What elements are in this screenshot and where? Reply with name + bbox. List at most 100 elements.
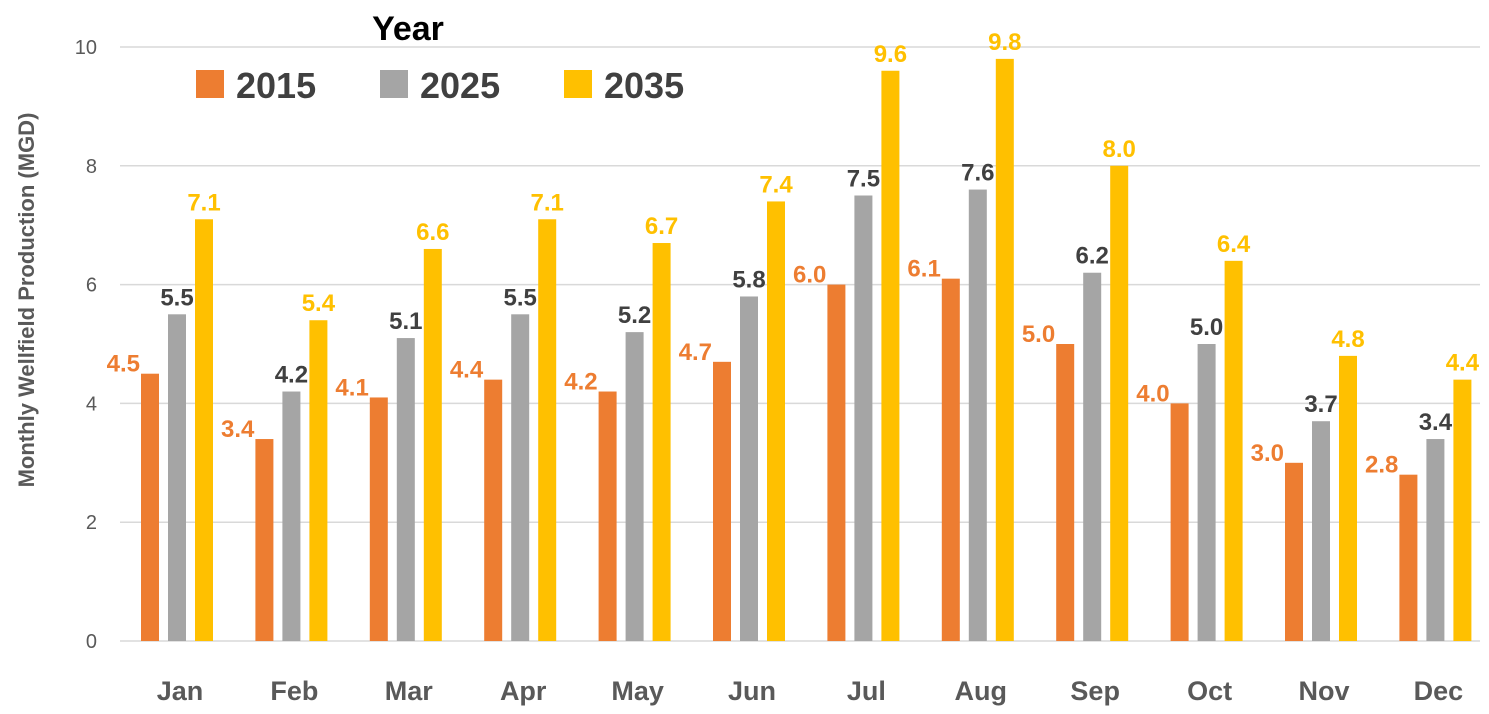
- y-tick-label: 0: [86, 631, 97, 653]
- x-axis-ticks: Jan Feb Mar Apr May Jun Jul Aug Sep Oct Nov Dec: [157, 676, 1463, 706]
- bar-2015-Aug: [941, 278, 960, 641]
- data-label-2015-Feb: 3.4: [221, 416, 255, 443]
- x-tick-label: Jan: [157, 676, 204, 706]
- y-tick-label: 2: [86, 512, 97, 534]
- data-label-2035-Aug: 9.8: [988, 29, 1021, 56]
- bar-2035-Jan: [195, 219, 213, 641]
- data-label-2035-Nov: 4.8: [1331, 326, 1364, 353]
- bar-2035-Feb: [309, 320, 328, 641]
- data-label-2025-Jul: 7.5: [847, 166, 880, 193]
- bar-2035-Nov: [1339, 355, 1357, 641]
- data-label-2035-Mar: 6.6: [416, 219, 449, 246]
- legend-swatch-2035: [564, 70, 592, 98]
- legend-items: 2015 2025 2035: [196, 65, 684, 106]
- bar-2035-Dec: [1453, 379, 1472, 641]
- data-label-2025-Nov: 3.7: [1304, 391, 1337, 418]
- bar-2015-Feb: [255, 439, 274, 641]
- legend-swatch-2025: [380, 70, 408, 98]
- x-tick-label: Dec: [1414, 676, 1464, 706]
- data-label-2025-Feb: 4.2: [275, 362, 308, 389]
- data-label-2035-Jul: 9.6: [874, 41, 907, 68]
- y-axis-label: Monthly Wellfield Production (MGD): [14, 113, 39, 488]
- y-tick-label: 8: [86, 156, 97, 178]
- data-label-2025-Aug: 7.6: [961, 160, 994, 187]
- x-tick-label: Mar: [385, 676, 434, 706]
- data-label-2035-Apr: 7.1: [531, 189, 564, 216]
- x-tick-label: Nov: [1298, 676, 1349, 706]
- y-tick-label: 4: [86, 393, 97, 415]
- data-label-2035-Feb: 5.4: [302, 290, 336, 317]
- data-label-2015-Sep: 5.0: [1022, 321, 1055, 348]
- bar-2015-Sep: [1056, 344, 1075, 641]
- x-tick-label: Sep: [1070, 676, 1120, 706]
- bar-2035-Sep: [1110, 165, 1129, 642]
- bar-2025-Aug: [968, 189, 987, 641]
- bar-2025-Sep: [1083, 272, 1102, 641]
- gridlines: [120, 46, 1480, 642]
- x-tick-label: Aug: [955, 676, 1007, 706]
- data-label-2015-Mar: 4.1: [335, 374, 368, 401]
- bar-2015-Jul: [827, 284, 846, 641]
- bar-2025-Mar: [396, 338, 415, 641]
- bar-2025-Dec: [1426, 439, 1445, 641]
- x-tick-label: Jul: [847, 676, 886, 706]
- data-label-2035-Dec: 4.4: [1446, 350, 1480, 377]
- data-label-2015-Jun: 4.7: [679, 339, 712, 366]
- y-tick-label: 6: [86, 275, 97, 297]
- bar-2015-Jan: [141, 373, 159, 641]
- bar-2035-Apr: [538, 219, 557, 641]
- bar-2035-Aug: [995, 58, 1014, 641]
- bar-2015-Oct: [1170, 403, 1189, 641]
- bar-2015-Mar: [369, 397, 388, 641]
- x-tick-label: Feb: [270, 676, 318, 706]
- data-label-2025-Oct: 5.0: [1190, 314, 1223, 341]
- legend: Year 2015 2025 2035: [196, 10, 684, 106]
- x-tick-label: Jun: [728, 676, 776, 706]
- bar-2015-Apr: [484, 379, 503, 641]
- bar-2025-Jan: [168, 314, 186, 641]
- bar-2015-Nov: [1285, 462, 1303, 641]
- bar-2015-May: [598, 391, 617, 641]
- bar-2025-May: [625, 332, 644, 641]
- data-label-2015-Nov: 3.0: [1251, 440, 1284, 467]
- data-label-2025-Dec: 3.4: [1419, 409, 1453, 436]
- bar-2035-Jul: [881, 70, 900, 641]
- data-label-2015-Aug: 6.1: [907, 256, 940, 283]
- data-labels: 4.5 5.5 7.1 3.4 4.2 5.4 4.1 5.1 6.6 4.4 5.5 7.1 4.2 5…: [107, 29, 1480, 479]
- bar-2035-May: [652, 243, 671, 641]
- x-tick-label: Oct: [1187, 676, 1232, 706]
- data-label-2035-Oct: 6.4: [1217, 231, 1251, 258]
- data-label-2025-Jan: 5.5: [160, 284, 193, 311]
- legend-label-2035: 2035: [604, 65, 684, 106]
- legend-label-2025: 2025: [420, 65, 500, 106]
- bar-2035-Jun: [767, 201, 785, 641]
- data-label-2025-Jun: 5.8: [732, 266, 765, 293]
- data-label-2015-May: 4.2: [564, 369, 597, 396]
- legend-title: Year: [372, 10, 444, 48]
- data-label-2035-May: 6.7: [645, 213, 678, 240]
- bar-2025-Nov: [1312, 421, 1330, 641]
- data-label-2035-Jan: 7.1: [187, 189, 220, 216]
- legend-label-2015: 2015: [236, 65, 316, 106]
- data-label-2035-Jun: 7.4: [759, 171, 793, 198]
- data-label-2015-Jan: 4.5: [107, 351, 140, 378]
- y-axis-ticks: 0 2 4 6 8 10: [75, 37, 97, 653]
- data-label-2025-May: 5.2: [618, 302, 651, 329]
- bar-2015-Jun: [713, 361, 731, 641]
- data-label-2035-Sep: 8.0: [1103, 136, 1136, 163]
- bar-2025-Feb: [282, 391, 301, 641]
- data-label-2025-Apr: 5.5: [504, 284, 537, 311]
- bar-2015-Dec: [1399, 474, 1418, 641]
- data-label-2015-Oct: 4.0: [1136, 380, 1169, 407]
- bars: [141, 58, 1472, 642]
- legend-swatch-2015: [196, 70, 224, 98]
- bar-2025-Jul: [854, 195, 873, 641]
- data-label-2025-Sep: 6.2: [1076, 243, 1109, 270]
- data-label-2015-Apr: 4.4: [450, 357, 484, 384]
- bar-2035-Oct: [1224, 260, 1243, 641]
- x-tick-label: May: [611, 676, 664, 706]
- data-label-2015-Dec: 2.8: [1365, 452, 1398, 479]
- data-label-2015-Jul: 6.0: [793, 262, 826, 289]
- bar-2025-Jun: [740, 296, 758, 641]
